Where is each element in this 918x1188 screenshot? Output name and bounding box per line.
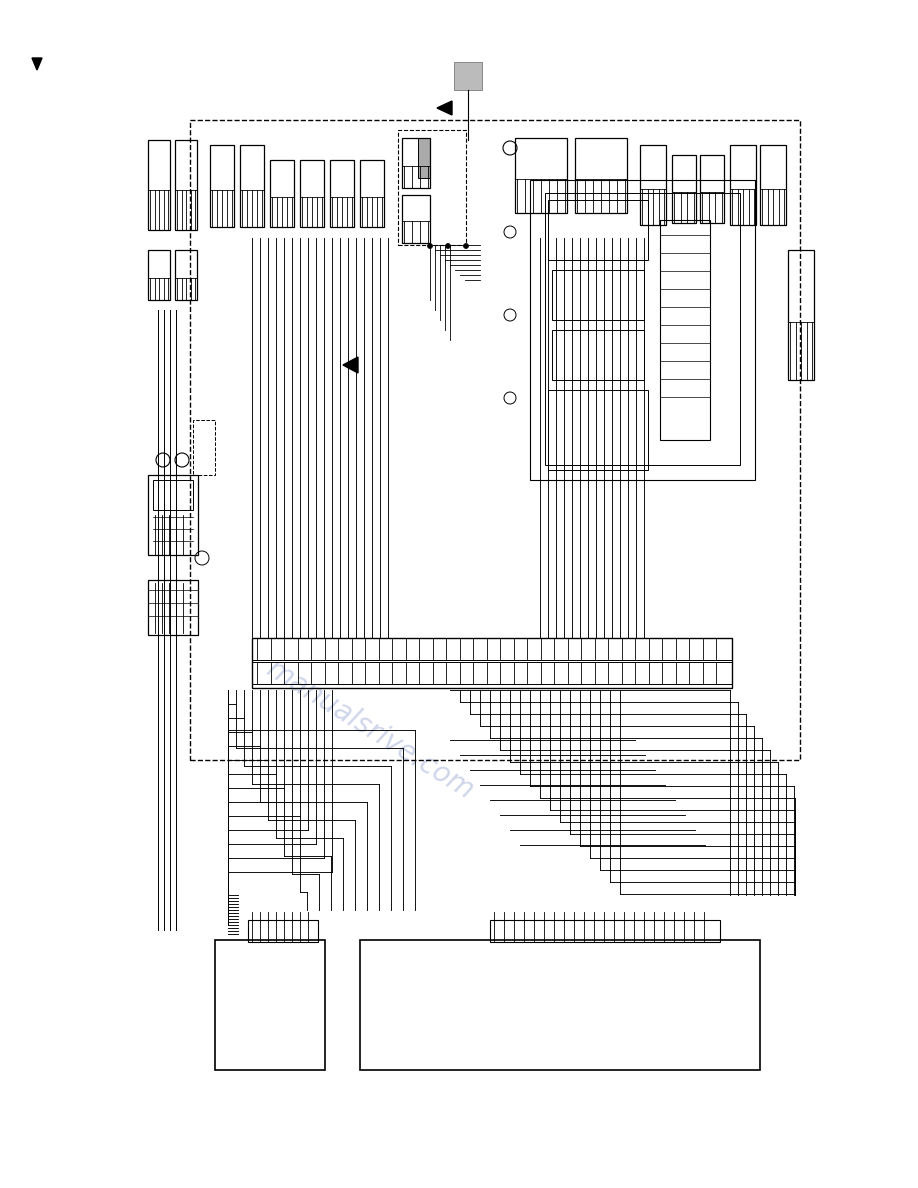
Bar (552, 330, 644, 380)
Bar (700, 154, 724, 223)
Circle shape (445, 244, 451, 248)
Circle shape (428, 244, 432, 248)
Polygon shape (437, 101, 452, 115)
Bar (548, 200, 648, 260)
Bar (402, 195, 430, 244)
Bar (490, 920, 720, 942)
Polygon shape (343, 358, 358, 373)
Bar (360, 160, 384, 227)
Circle shape (464, 244, 468, 248)
Bar (252, 662, 732, 684)
Bar (545, 192, 740, 465)
Polygon shape (32, 58, 42, 70)
Bar (360, 940, 760, 1070)
Bar (552, 270, 644, 320)
Bar (148, 475, 198, 555)
Bar (148, 140, 170, 230)
Bar (300, 160, 324, 227)
Bar (672, 154, 696, 223)
Bar (398, 129, 466, 245)
Bar (640, 145, 666, 225)
Bar (575, 138, 627, 213)
Bar (788, 249, 814, 380)
Bar (210, 145, 234, 227)
Bar (402, 138, 430, 188)
Bar (193, 421, 215, 475)
Bar (330, 160, 354, 227)
Bar (215, 940, 325, 1070)
Bar (418, 138, 430, 178)
Bar (548, 390, 648, 470)
Bar (530, 181, 755, 480)
Bar (270, 160, 294, 227)
Bar (175, 140, 197, 230)
Bar (760, 145, 786, 225)
Bar (454, 62, 482, 90)
Bar (252, 638, 732, 688)
Bar (190, 120, 800, 760)
Bar (148, 580, 198, 636)
Bar (175, 249, 197, 301)
Text: manualsrive.com: manualsrive.com (261, 655, 479, 805)
Bar (248, 920, 318, 942)
Bar (252, 638, 732, 661)
Bar (730, 145, 756, 225)
Bar (148, 249, 170, 301)
Bar (515, 138, 567, 213)
Bar (153, 480, 193, 510)
Bar (660, 220, 710, 440)
Bar (240, 145, 264, 227)
